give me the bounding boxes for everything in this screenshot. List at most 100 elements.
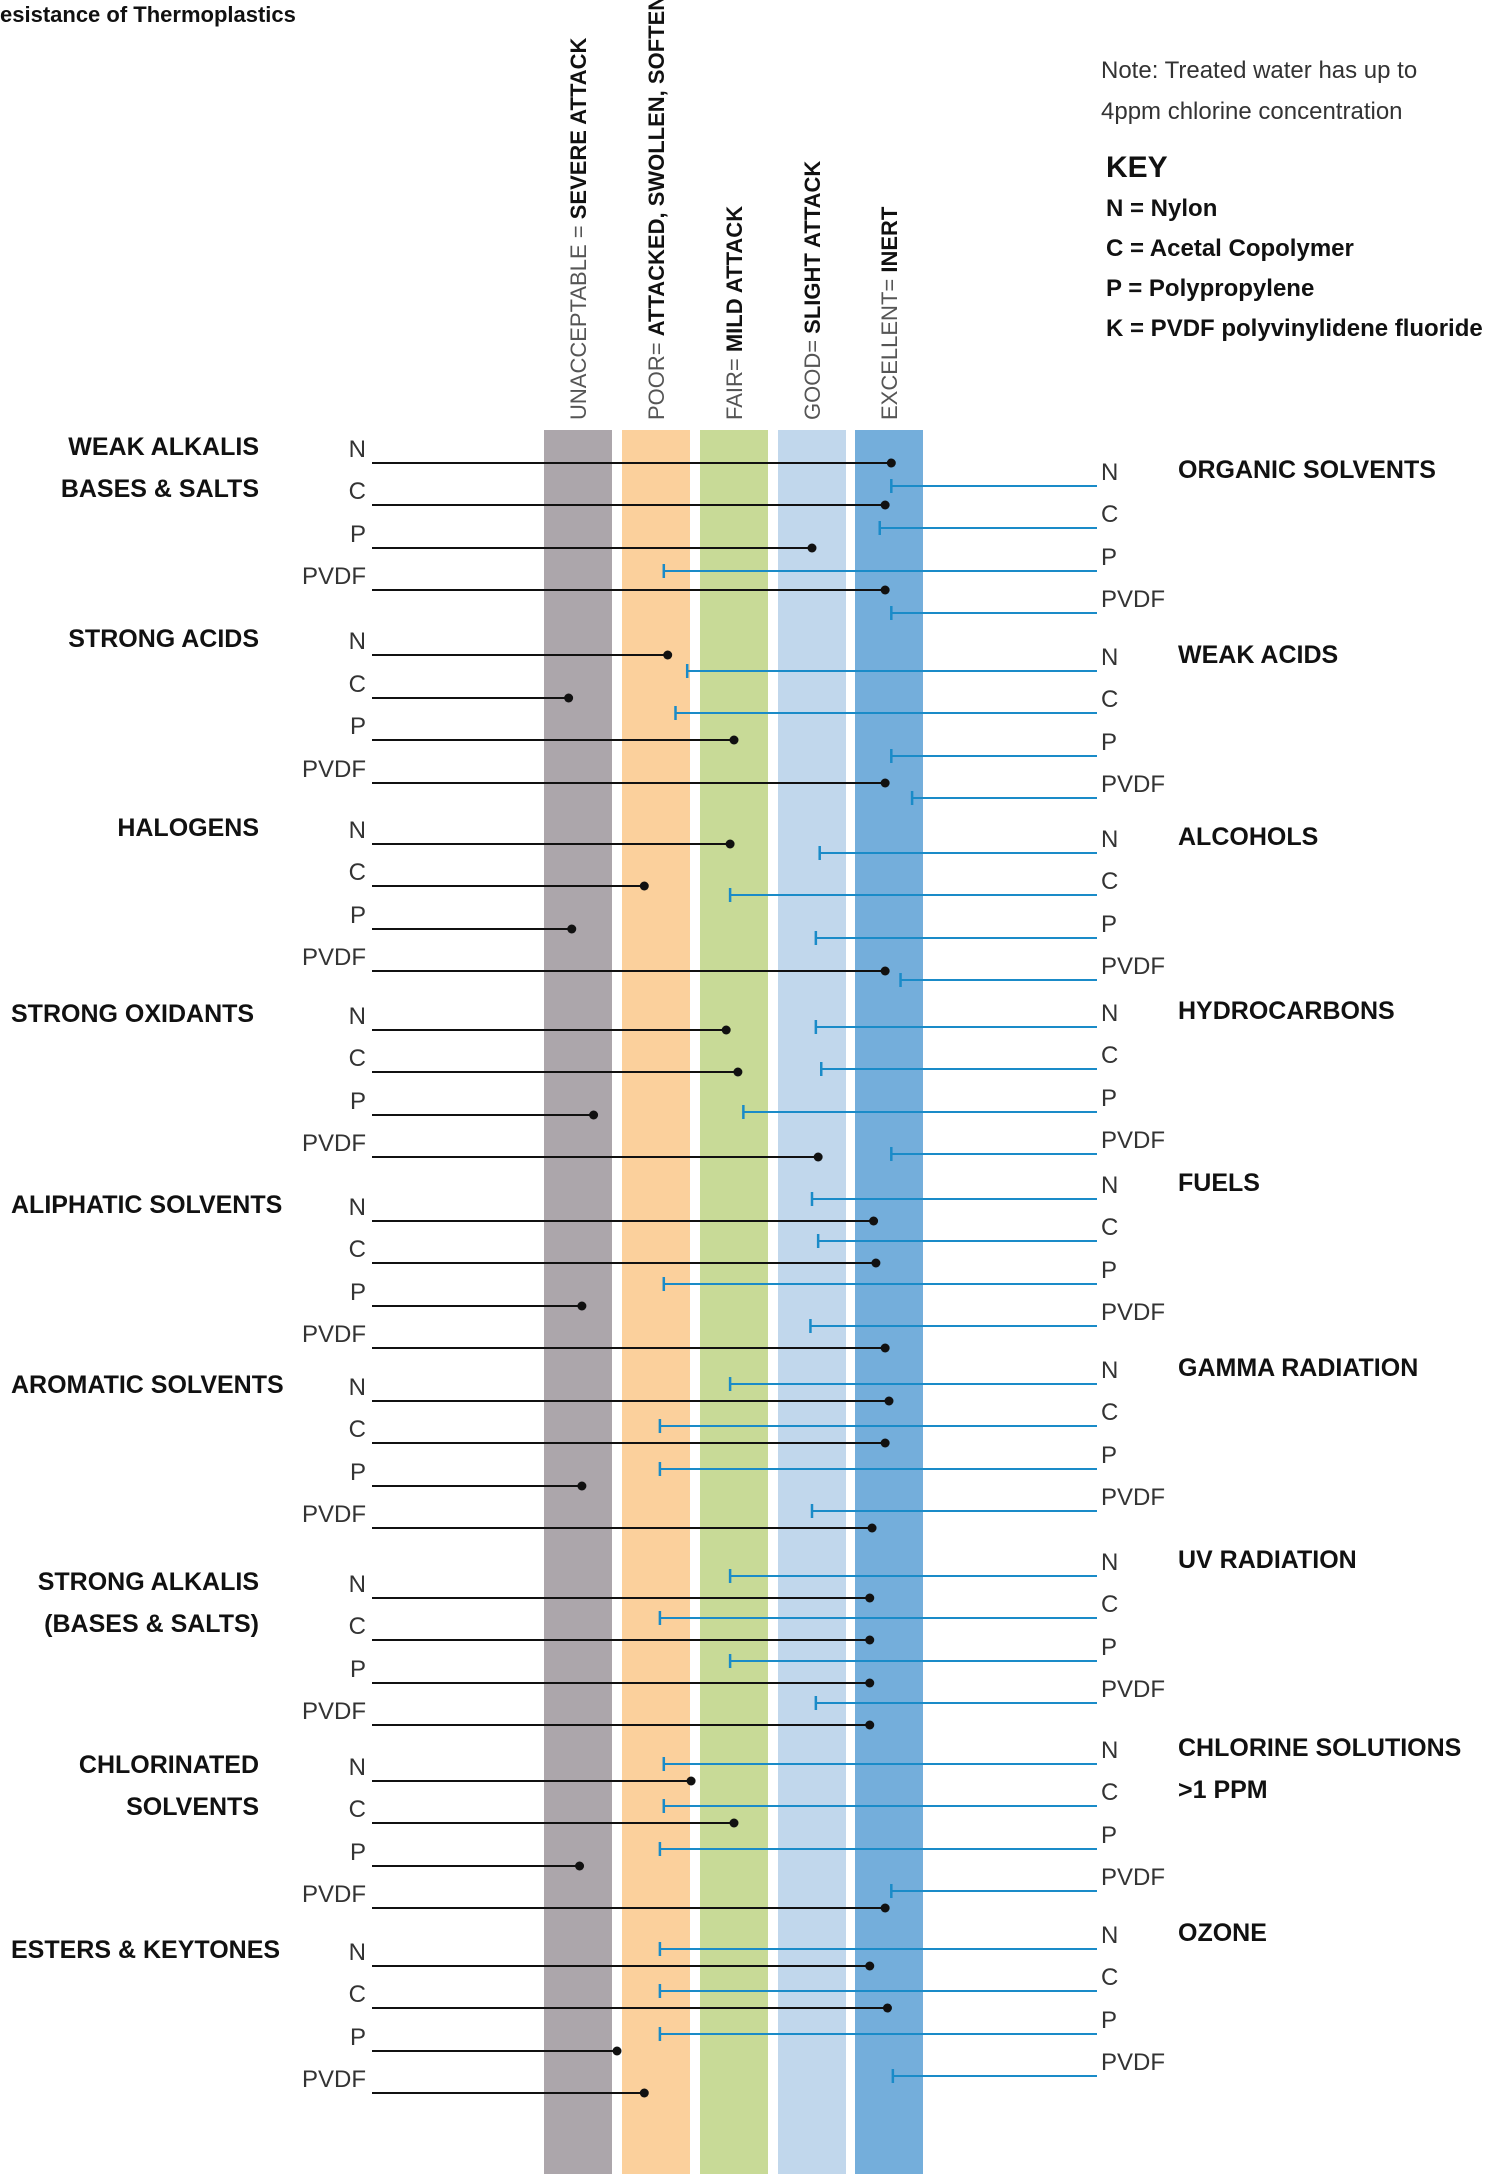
left-series-dot: [886, 458, 896, 468]
right-material-label: PVDF: [1101, 1484, 1165, 1511]
right-material-label: C: [1101, 1964, 1118, 1991]
column-header-meaning: SEVERE ATTACK: [566, 37, 591, 219]
right-group-label: WEAK ACIDS: [1178, 641, 1338, 669]
right-material-label: P: [1101, 1442, 1117, 1469]
left-material-label: P: [350, 1088, 366, 1115]
left-series-dot: [807, 543, 817, 553]
rating-bands: [544, 430, 923, 2174]
column-header-meaning: INERT: [877, 206, 902, 273]
left-series-dot: [564, 693, 574, 703]
column-header-meaning: MILD ATTACK: [722, 206, 747, 352]
left-series-dot: [882, 2003, 892, 2013]
left-material-label: P: [350, 713, 366, 740]
left-material-label: N: [349, 1003, 366, 1030]
band-excellent: [855, 430, 923, 2174]
left-series-dot: [589, 1110, 599, 1120]
left-material-label: C: [349, 1416, 366, 1443]
left-group-label: (BASES & SALTS): [44, 1610, 259, 1638]
column-header-meaning: SLIGHT ATTACK: [800, 161, 825, 334]
left-group-label: STRONG ACIDS: [68, 625, 259, 653]
left-group-label: CHLORINATED: [79, 1751, 259, 1779]
column-header-prefix: EXCELLENT=: [877, 273, 902, 420]
left-series-dot: [880, 966, 890, 976]
left-group-label: ALIPHATIC SOLVENTS: [11, 1191, 282, 1219]
left-material-label: N: [349, 1939, 366, 1966]
left-series: NCPPVDFNCPPVDFNCPPVDFNCPPVDFNCPPVDFNCPPV…: [302, 436, 896, 2098]
left-material-label: P: [350, 521, 366, 548]
right-material-label: C: [1101, 1779, 1118, 1806]
column-header-prefix: FAIR=: [722, 352, 747, 420]
key-item-acetal: C = Acetal Copolymer: [1106, 235, 1354, 262]
left-series-dot: [865, 1961, 875, 1971]
left-series-dot: [871, 1258, 881, 1268]
left-material-label: PVDF: [302, 1881, 366, 1908]
right-material-label: N: [1101, 826, 1118, 853]
left-series-dot: [867, 1523, 877, 1533]
right-group-label: GAMMA RADIATION: [1178, 1354, 1418, 1382]
group-labels: WEAK ALKALIS BASES & SALTS STRONG ACIDS HAL…: [11, 433, 1461, 1964]
note-line-2: 4ppm chlorine concentration: [1101, 98, 1403, 125]
left-material-label: PVDF: [302, 1501, 366, 1528]
left-material-label: C: [349, 1236, 366, 1263]
note-line-1: Note: Treated water has up to: [1101, 57, 1417, 84]
left-material-label: N: [349, 1571, 366, 1598]
right-material-label: N: [1101, 644, 1118, 671]
left-group-label: STRONG OXIDANTS: [11, 1000, 254, 1028]
left-series-dot: [865, 1635, 875, 1645]
column-header-unacceptable: UNACCEPTABLE = SEVERE ATTACK: [566, 37, 591, 420]
right-material-label: C: [1101, 1591, 1118, 1618]
right-material-label: P: [1101, 911, 1117, 938]
left-material-label: PVDF: [302, 756, 366, 783]
right-material-label: N: [1101, 1549, 1118, 1576]
key-item-nylon: N = Nylon: [1106, 195, 1217, 222]
left-series-dot: [721, 1025, 731, 1035]
right-material-label: PVDF: [1101, 953, 1165, 980]
band-poor: [622, 430, 690, 2174]
column-header-excellent: EXCELLENT= INERT: [877, 206, 902, 420]
right-material-label: P: [1101, 1085, 1117, 1112]
left-series-dot: [612, 2046, 622, 2056]
left-series-dot: [725, 839, 735, 849]
right-series: NCPPVDFNCPPVDFNCPPVDFNCPPVDFNCPPVDFNCPPV…: [658, 459, 1165, 2083]
right-material-label: PVDF: [1101, 1127, 1165, 1154]
column-headers: UNACCEPTABLE = SEVERE ATTACK POOR= ATTACK…: [566, 0, 902, 420]
right-material-label: C: [1101, 1214, 1118, 1241]
left-series-dot: [639, 881, 649, 891]
right-material-label: PVDF: [1101, 1864, 1165, 1891]
left-series-dot: [880, 1438, 890, 1448]
left-series-dot: [575, 1861, 585, 1871]
right-material-label: N: [1101, 1000, 1118, 1027]
left-series-dot: [663, 650, 673, 660]
left-material-label: PVDF: [302, 563, 366, 590]
key-heading: KEY: [1106, 151, 1168, 184]
left-material-label: P: [350, 1656, 366, 1683]
right-group-label: UV RADIATION: [1178, 1546, 1357, 1574]
right-group-label: FUELS: [1178, 1169, 1260, 1197]
band-good: [778, 430, 846, 2174]
left-series-dot: [567, 924, 577, 934]
left-series-dot: [880, 500, 890, 510]
key-item-pvdf: K = PVDF polyvinylidene fluoride: [1106, 315, 1483, 342]
column-header-prefix: UNACCEPTABLE =: [566, 219, 591, 420]
right-material-label: C: [1101, 1042, 1118, 1069]
right-material-label: P: [1101, 1822, 1117, 1849]
right-material-label: N: [1101, 459, 1118, 486]
left-group-label: ESTERS & KEYTONES: [11, 1936, 280, 1964]
left-material-label: P: [350, 1279, 366, 1306]
left-material-label: C: [349, 1796, 366, 1823]
left-series-dot: [813, 1152, 823, 1162]
right-material-label: C: [1101, 1399, 1118, 1426]
right-material-label: P: [1101, 1634, 1117, 1661]
right-material-label: PVDF: [1101, 1676, 1165, 1703]
left-series-dot: [865, 1593, 875, 1603]
left-material-label: C: [349, 1613, 366, 1640]
right-material-label: C: [1101, 868, 1118, 895]
left-series-dot: [869, 1216, 879, 1226]
left-series-dot: [729, 1818, 739, 1828]
right-material-label: N: [1101, 1922, 1118, 1949]
left-material-label: C: [349, 1045, 366, 1072]
left-group-label: STRONG ALKALIS: [38, 1568, 259, 1596]
left-material-label: P: [350, 1839, 366, 1866]
right-material-label: C: [1101, 501, 1118, 528]
